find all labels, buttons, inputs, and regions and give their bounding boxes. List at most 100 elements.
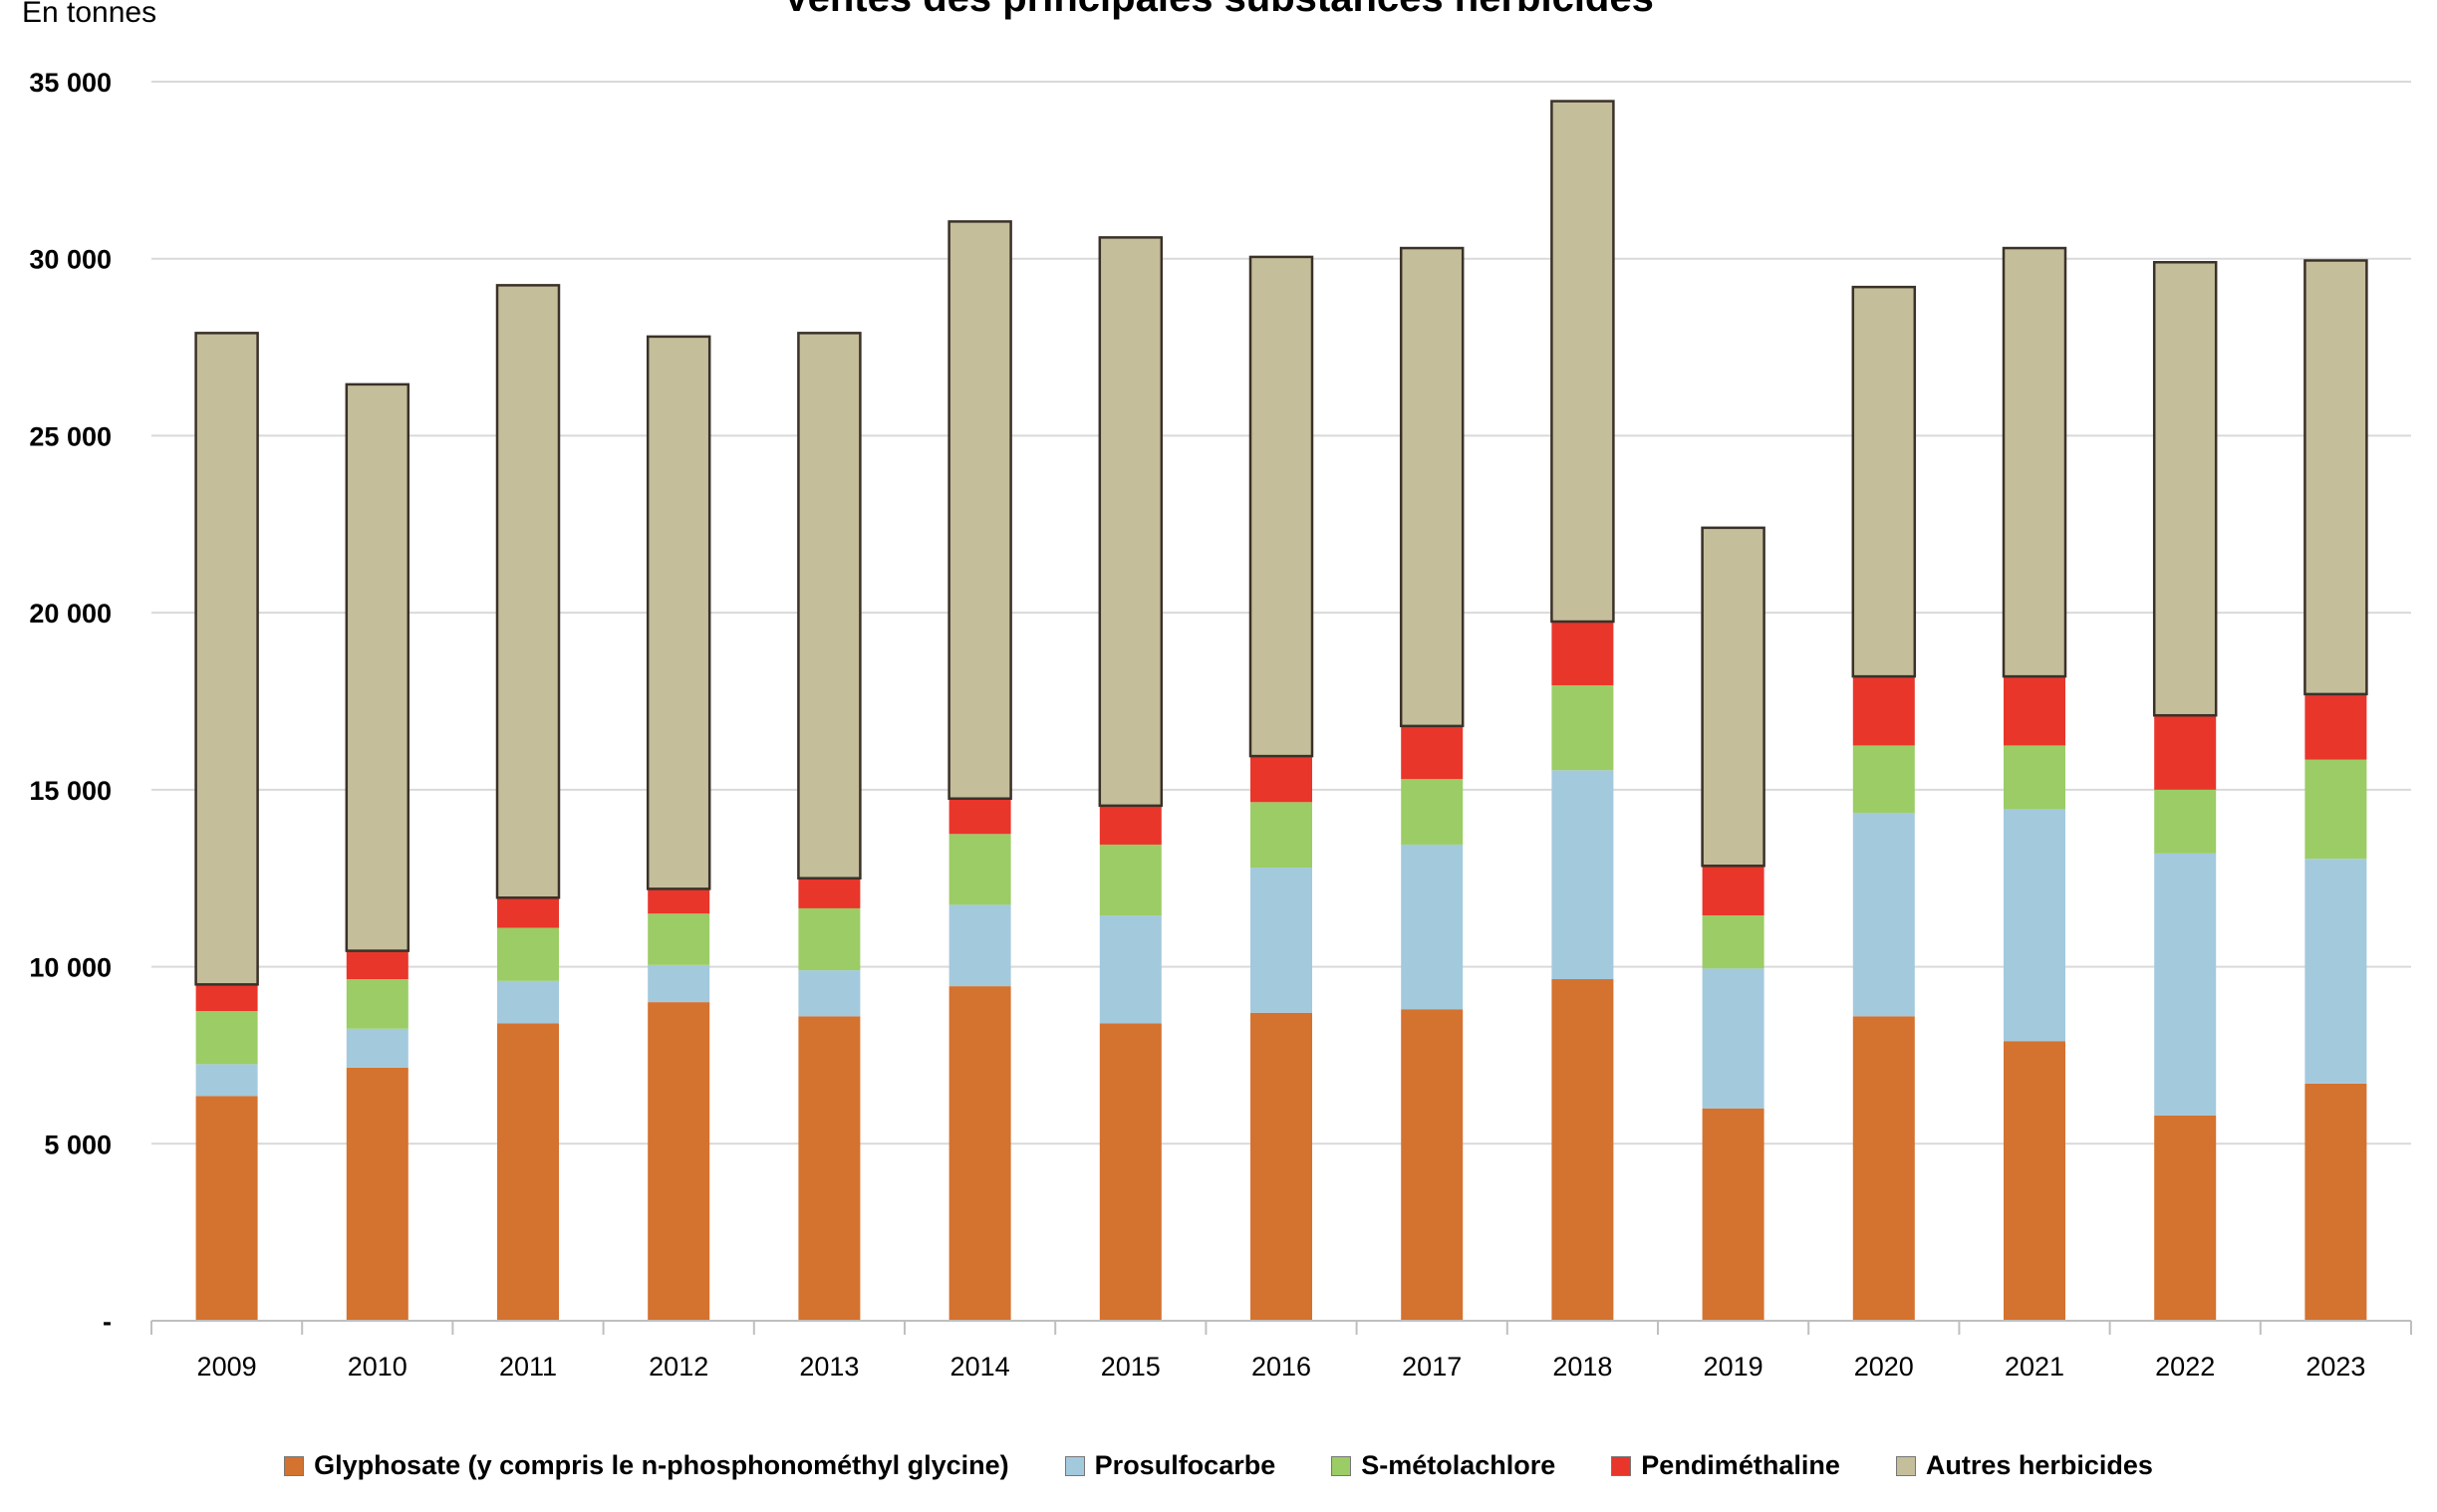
x-tick-label: 2020	[1854, 1352, 1914, 1382]
bar-segment-autres-2019	[1701, 526, 1765, 868]
bar-segment-prosulfocarbe-2022	[2154, 853, 2217, 1116]
bar-segment-s-métolachlore-2022	[2154, 789, 2217, 854]
bar-segment-pendiméthaline-2019	[1702, 866, 1764, 916]
bar-segment-glyphosate-2022	[2154, 1115, 2217, 1321]
bar-segment-pendiméthaline-2017	[1401, 725, 1464, 780]
bar-segment-glyphosate-2021	[2004, 1041, 2065, 1321]
bar-segment-autres-2011	[495, 284, 561, 899]
bar-segment-prosulfocarbe-2015	[1099, 915, 1162, 1024]
x-tick-label: 2014	[950, 1352, 1010, 1382]
y-tick-label: 30 000	[29, 245, 112, 275]
bar-segment-autres-2022	[2152, 261, 2218, 717]
bar-segment-s-métolachlore-2019	[1702, 915, 1764, 969]
legend-item: S-métolachlore	[1331, 1450, 1555, 1481]
bar-segment-autres-2009	[194, 332, 259, 986]
bar-segment-autres-2018	[1550, 100, 1615, 624]
x-tick-label: 2010	[348, 1352, 407, 1382]
bar-segment-s-métolachlore-2010	[346, 979, 408, 1029]
bar-segment-glyphosate-2023	[2304, 1083, 2367, 1321]
y-tick-label: 20 000	[29, 599, 112, 629]
x-tick-label: 2021	[2005, 1352, 2064, 1382]
bar-segment-s-métolachlore-2021	[2004, 745, 2065, 810]
y-axis: - 5 000 10 000 15 000 20 000 25 000 30 000 35 0…	[29, 68, 112, 1337]
bar-segment-prosulfocarbe-2009	[195, 1064, 258, 1097]
bar-segment-pendiméthaline-2021	[2004, 676, 2065, 746]
bar-segment-prosulfocarbe-2018	[1551, 770, 1614, 980]
bar-segment-s-métolachlore-2018	[1551, 685, 1614, 771]
bar-segment-s-métolachlore-2017	[1401, 779, 1464, 845]
bar-segment-glyphosate-2015	[1099, 1023, 1162, 1321]
bar-segment-autres-2014	[948, 220, 1012, 800]
legend-swatch	[1611, 1455, 1632, 1476]
bar-segment-autres-2012	[646, 335, 711, 890]
y-axis-unit-label: En tonnes	[22, 0, 157, 29]
bar-segment-pendiméthaline-2020	[1852, 676, 1915, 746]
legend: Glyphosate (y compris le n-phosphonométh…	[0, 1450, 2437, 1481]
bar-segment-autres-2023	[2303, 259, 2368, 696]
x-tick-label: 2011	[499, 1352, 557, 1382]
bar-segment-glyphosate-2019	[1702, 1108, 1764, 1321]
bar-segment-prosulfocarbe-2014	[948, 904, 1011, 987]
y-tick-label: 25 000	[29, 421, 112, 451]
legend-item: Autres herbicides	[1895, 1450, 2153, 1481]
bars	[194, 100, 2368, 1321]
bar-segment-pendiméthaline-2012	[648, 888, 710, 914]
x-tick-label: 2022	[2155, 1352, 2215, 1382]
legend-item: Pendiméthaline	[1611, 1450, 1840, 1481]
bar-segment-pendiméthaline-2016	[1250, 756, 1312, 803]
y-tick-label: 15 000	[29, 776, 112, 806]
bar-segment-prosulfocarbe-2020	[1852, 812, 1915, 1017]
bar-segment-autres-2017	[1399, 246, 1465, 728]
bar-segment-pendiméthaline-2013	[798, 878, 861, 908]
legend-label: Pendiméthaline	[1641, 1450, 1840, 1480]
y-tick-label: 5 000	[44, 1130, 112, 1159]
bar-segment-glyphosate-2016	[1250, 1012, 1312, 1321]
bar-segment-glyphosate-2012	[648, 1002, 710, 1321]
bar-segment-s-métolachlore-2014	[948, 834, 1011, 905]
bar-segment-pendiméthaline-2022	[2154, 715, 2217, 790]
bar-segment-glyphosate-2011	[497, 1023, 559, 1321]
x-tick-label: 2019	[1704, 1352, 1763, 1382]
bar-segment-autres-2010	[345, 382, 410, 952]
bar-segment-pendiméthaline-2018	[1551, 622, 1614, 686]
bar-segment-autres-2013	[797, 332, 862, 880]
bar-segment-s-métolachlore-2020	[1852, 745, 1915, 813]
x-tick-label: 2013	[799, 1352, 859, 1382]
bar-segment-prosulfocarbe-2010	[346, 1028, 408, 1068]
bar-segment-pendiméthaline-2014	[948, 798, 1011, 835]
bar-segment-glyphosate-2014	[948, 986, 1011, 1321]
bar-segment-prosulfocarbe-2011	[497, 980, 559, 1024]
bar-segment-pendiméthaline-2015	[1099, 805, 1162, 845]
y-tick-label: 35 000	[29, 68, 112, 98]
bar-segment-prosulfocarbe-2012	[648, 964, 710, 1003]
bar-segment-s-métolachlore-2023	[2304, 759, 2367, 860]
bar-segment-pendiméthaline-2010	[346, 950, 408, 980]
bar-segment-prosulfocarbe-2021	[2004, 809, 2065, 1042]
bar-segment-s-métolachlore-2011	[497, 927, 559, 981]
x-tick-label: 2023	[2305, 1352, 2365, 1382]
bar-segment-prosulfocarbe-2016	[1250, 868, 1312, 1013]
legend-label: Autres herbicides	[1925, 1450, 2153, 1480]
x-tick-label: 2012	[649, 1352, 708, 1382]
bar-segment-prosulfocarbe-2023	[2304, 859, 2367, 1084]
bar-segment-glyphosate-2009	[195, 1096, 258, 1321]
y-tick-label: -	[103, 1307, 112, 1337]
x-tick-label: 2015	[1101, 1352, 1161, 1382]
legend-swatch	[1331, 1455, 1352, 1476]
x-tick-label: 2017	[1402, 1352, 1462, 1382]
bar-segment-glyphosate-2013	[798, 1016, 861, 1321]
chart-title: Ventes des principales substances herbic…	[0, 0, 2437, 21]
bar-segment-s-métolachlore-2016	[1250, 802, 1312, 869]
bar-segment-glyphosate-2010	[346, 1067, 408, 1321]
legend-label: S-métolachlore	[1361, 1450, 1556, 1480]
bar-segment-prosulfocarbe-2019	[1702, 968, 1764, 1109]
bar-segment-autres-2020	[1851, 285, 1917, 678]
bar-segment-autres-2016	[1248, 255, 1314, 758]
y-tick-label: 10 000	[29, 953, 112, 983]
bar-segment-s-métolachlore-2015	[1099, 844, 1162, 916]
bar-segment-autres-2015	[1098, 236, 1164, 808]
bar-segment-prosulfocarbe-2013	[798, 970, 861, 1017]
legend-swatch	[1895, 1455, 1916, 1476]
bar-segment-pendiméthaline-2023	[2304, 693, 2367, 760]
